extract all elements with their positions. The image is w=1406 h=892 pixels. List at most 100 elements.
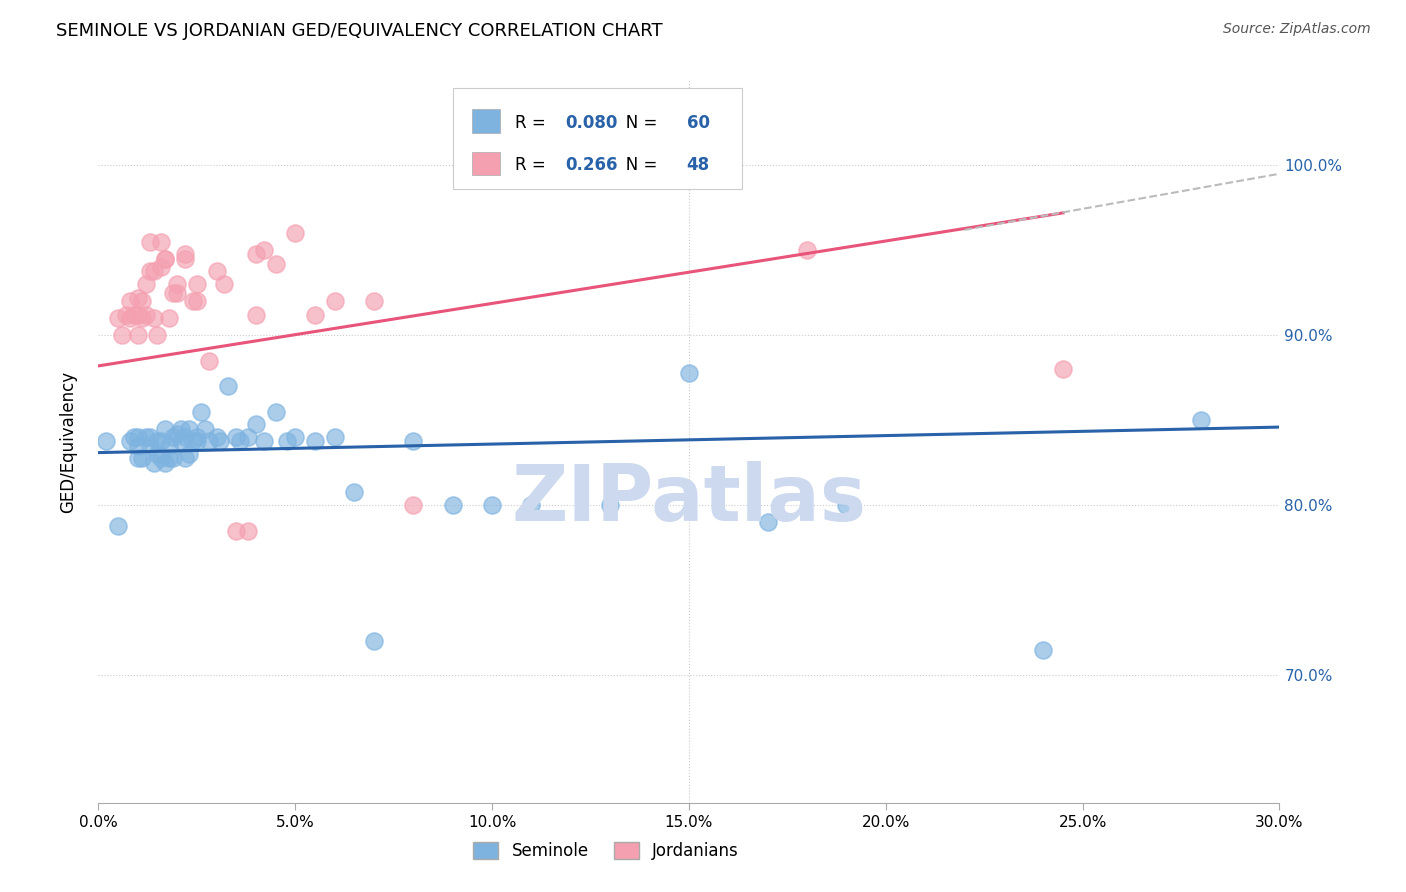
Text: N =: N = — [610, 156, 662, 174]
Point — [174, 430, 197, 444]
Point — [115, 308, 138, 322]
Point — [162, 285, 184, 300]
Point — [756, 516, 779, 530]
Point — [122, 308, 145, 322]
Point — [142, 456, 165, 470]
Point — [209, 434, 232, 448]
Point — [107, 311, 129, 326]
Legend: Seminole, Jordanians: Seminole, Jordanians — [467, 835, 745, 867]
Point — [138, 430, 160, 444]
Point — [150, 260, 173, 275]
Point — [146, 447, 169, 461]
Point — [186, 277, 208, 292]
Point — [150, 450, 173, 465]
Point — [363, 634, 385, 648]
Point — [146, 434, 169, 448]
Point — [599, 498, 621, 512]
Text: Source: ZipAtlas.com: Source: ZipAtlas.com — [1223, 22, 1371, 37]
Point — [138, 263, 160, 277]
Point — [118, 311, 141, 326]
Point — [1052, 362, 1074, 376]
FancyBboxPatch shape — [453, 87, 742, 189]
Point — [146, 328, 169, 343]
FancyBboxPatch shape — [471, 152, 501, 176]
Point — [678, 366, 700, 380]
Point — [181, 294, 204, 309]
Point — [304, 434, 326, 448]
Y-axis label: GED/Equivalency: GED/Equivalency — [59, 370, 77, 513]
Point — [96, 434, 118, 448]
Point — [402, 434, 425, 448]
Point — [150, 235, 173, 249]
FancyBboxPatch shape — [471, 110, 501, 133]
Point — [131, 311, 153, 326]
Text: 0.266: 0.266 — [565, 156, 617, 174]
Point — [190, 405, 212, 419]
Point — [142, 311, 165, 326]
Point — [155, 422, 177, 436]
Point — [166, 426, 188, 441]
Point — [127, 291, 149, 305]
Point — [186, 430, 208, 444]
Point — [127, 450, 149, 465]
Point — [402, 498, 425, 512]
Point — [131, 450, 153, 465]
Text: 60: 60 — [686, 114, 710, 132]
Point — [214, 277, 236, 292]
Point — [236, 524, 259, 538]
Point — [229, 434, 252, 448]
Point — [245, 246, 267, 260]
Point — [174, 450, 197, 465]
Text: SEMINOLE VS JORDANIAN GED/EQUIVALENCY CORRELATION CHART: SEMINOLE VS JORDANIAN GED/EQUIVALENCY CO… — [56, 22, 662, 40]
Point — [138, 439, 160, 453]
Point — [343, 484, 366, 499]
Point — [170, 422, 193, 436]
Point — [111, 328, 134, 343]
Text: 48: 48 — [686, 156, 710, 174]
Point — [155, 252, 177, 266]
Point — [186, 434, 208, 448]
Point — [127, 308, 149, 322]
Point — [155, 252, 177, 266]
Point — [166, 285, 188, 300]
Point — [186, 294, 208, 309]
Point — [135, 308, 157, 322]
Point — [155, 456, 177, 470]
Point — [236, 430, 259, 444]
Point — [197, 353, 219, 368]
Point — [162, 450, 184, 465]
Text: N =: N = — [610, 114, 662, 132]
Point — [157, 439, 180, 453]
Point — [138, 235, 160, 249]
Point — [131, 294, 153, 309]
Point — [170, 434, 193, 448]
Point — [162, 430, 184, 444]
Point — [481, 158, 503, 172]
Point — [363, 294, 385, 309]
Point — [323, 430, 346, 444]
Point — [441, 498, 464, 512]
Point — [174, 246, 197, 260]
Point — [107, 518, 129, 533]
Point — [264, 257, 287, 271]
Point — [253, 434, 276, 448]
Point — [225, 524, 247, 538]
Point — [481, 498, 503, 512]
Point — [197, 434, 219, 448]
Point — [1189, 413, 1212, 427]
Point — [150, 434, 173, 448]
Point — [284, 227, 307, 241]
Point — [174, 252, 197, 266]
Point — [122, 430, 145, 444]
Point — [245, 417, 267, 431]
Point — [264, 405, 287, 419]
Point — [796, 244, 818, 258]
Point — [127, 328, 149, 343]
Point — [284, 430, 307, 444]
Point — [127, 439, 149, 453]
Point — [1032, 642, 1054, 657]
Point — [118, 294, 141, 309]
Point — [118, 434, 141, 448]
Point — [157, 311, 180, 326]
Point — [205, 263, 228, 277]
